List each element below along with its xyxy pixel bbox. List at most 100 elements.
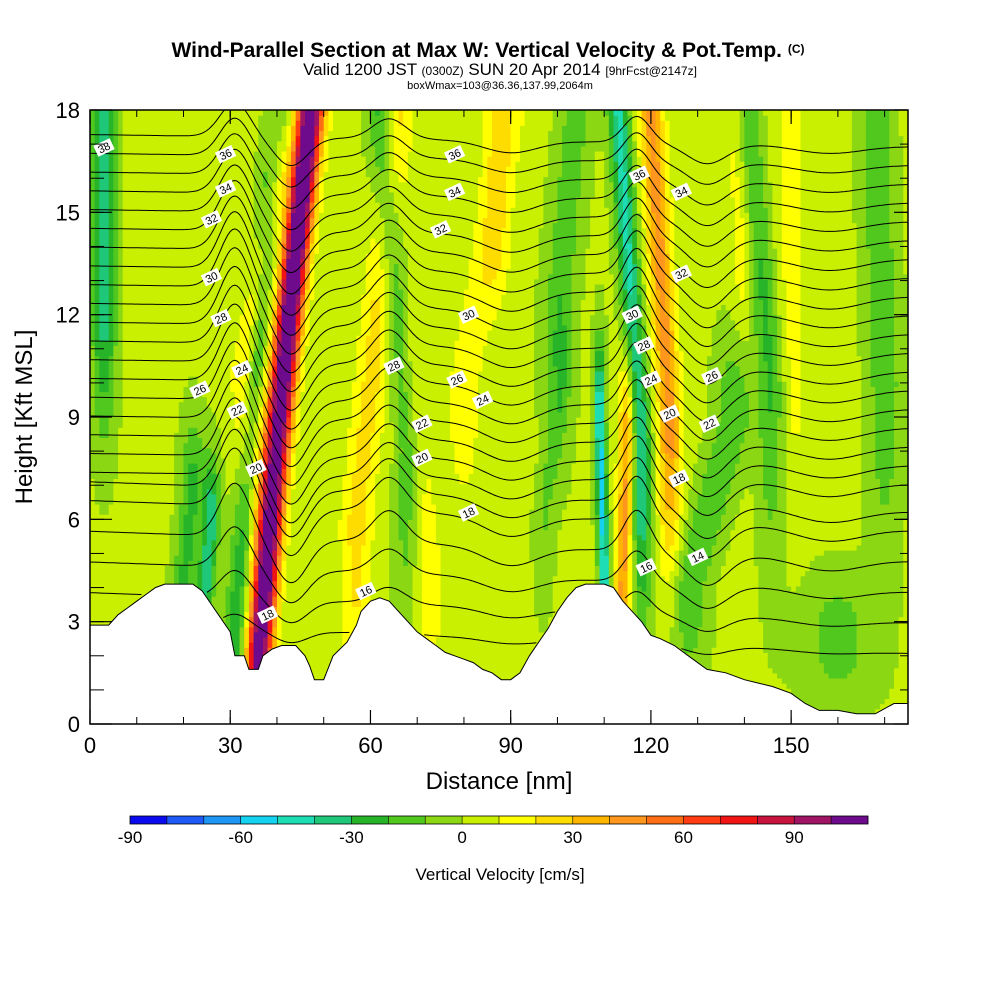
w-cell <box>99 115 104 121</box>
w-cell <box>277 151 282 157</box>
w-cell <box>113 120 118 126</box>
w-cell <box>123 335 128 341</box>
w-cell <box>240 335 245 341</box>
w-cell <box>99 125 104 131</box>
w-cell <box>151 166 156 172</box>
w-cell <box>127 448 132 454</box>
w-cell <box>118 192 123 198</box>
w-cell <box>282 555 287 561</box>
w-cell <box>95 238 100 244</box>
w-cell <box>132 458 137 464</box>
w-cell <box>132 581 137 587</box>
w-cell <box>146 397 151 403</box>
w-cell <box>90 427 95 433</box>
w-cell <box>183 514 188 520</box>
w-cell <box>169 212 174 218</box>
w-cell <box>132 202 137 208</box>
w-cell <box>258 120 263 126</box>
w-cell <box>240 632 245 638</box>
w-cell <box>174 294 179 300</box>
w-cell <box>90 581 95 587</box>
w-cell <box>160 576 165 582</box>
w-cell <box>226 601 231 607</box>
w-cell <box>169 524 174 530</box>
w-cell <box>226 141 231 147</box>
w-cell <box>174 407 179 413</box>
w-cell <box>165 366 170 372</box>
w-cell <box>207 473 212 479</box>
w-cell <box>198 484 203 490</box>
w-cell <box>109 606 114 612</box>
w-cell <box>160 458 165 464</box>
w-cell <box>272 376 277 382</box>
w-cell <box>123 197 128 203</box>
w-cell <box>99 192 104 198</box>
w-cell <box>137 499 142 505</box>
w-cell <box>123 120 128 126</box>
w-cell <box>263 166 268 172</box>
w-cell <box>258 509 263 515</box>
w-cell <box>155 197 160 203</box>
w-cell <box>198 437 203 443</box>
w-cell <box>188 269 193 275</box>
w-cell <box>244 637 249 643</box>
w-cell <box>109 120 114 126</box>
w-cell <box>183 437 188 443</box>
w-cell <box>141 192 146 198</box>
w-cell <box>141 177 146 183</box>
w-cell <box>127 161 132 167</box>
w-cell <box>207 576 212 582</box>
w-cell <box>268 156 273 162</box>
w-cell <box>169 504 174 510</box>
w-cell <box>258 310 263 316</box>
w-cell <box>174 437 179 443</box>
w-cell <box>179 258 184 264</box>
w-cell <box>277 350 282 356</box>
w-cell <box>230 171 235 177</box>
w-cell <box>141 304 146 310</box>
w-cell <box>235 535 240 541</box>
w-cell <box>169 156 174 162</box>
w-cell <box>160 407 165 413</box>
w-cell <box>244 530 249 536</box>
w-cell <box>123 586 128 592</box>
w-cell <box>198 361 203 367</box>
w-cell <box>99 248 104 254</box>
w-cell <box>146 509 151 515</box>
w-cell <box>146 422 151 428</box>
w-cell <box>198 182 203 188</box>
w-cell <box>198 228 203 234</box>
w-cell <box>216 571 221 577</box>
w-cell <box>90 606 95 612</box>
w-cell <box>165 136 170 142</box>
w-cell <box>202 233 207 239</box>
w-cell <box>198 330 203 336</box>
w-cell <box>179 565 184 571</box>
w-cell <box>244 550 249 556</box>
w-cell <box>151 350 156 356</box>
w-cell <box>137 514 142 520</box>
w-cell <box>141 397 146 403</box>
w-cell <box>202 519 207 525</box>
w-cell <box>155 494 160 500</box>
w-cell <box>202 550 207 556</box>
w-cell <box>226 468 231 474</box>
w-cell <box>212 130 217 136</box>
w-cell <box>151 182 156 188</box>
w-cell <box>226 243 231 249</box>
w-cell <box>109 274 114 280</box>
w-cell <box>99 576 104 582</box>
w-cell <box>277 207 282 213</box>
w-cell <box>137 120 142 126</box>
w-cell <box>254 535 259 541</box>
w-cell <box>137 448 142 454</box>
w-cell <box>268 350 273 356</box>
w-cell <box>123 489 128 495</box>
w-cell <box>263 524 268 530</box>
w-cell <box>109 258 114 264</box>
w-cell <box>174 504 179 510</box>
w-cell <box>146 161 151 167</box>
w-cell <box>249 161 254 167</box>
w-cell <box>193 473 198 479</box>
w-cell <box>132 125 137 131</box>
